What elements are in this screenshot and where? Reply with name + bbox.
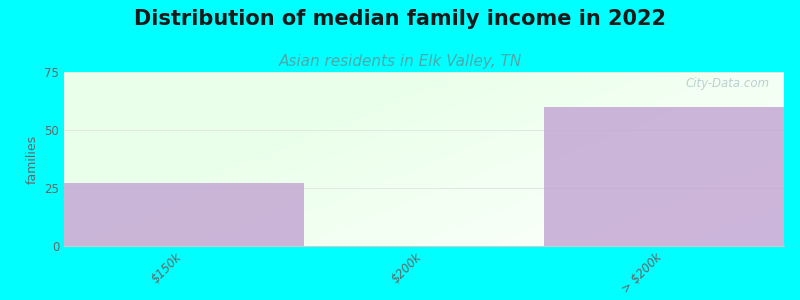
FancyBboxPatch shape — [64, 183, 304, 246]
Text: Distribution of median family income in 2022: Distribution of median family income in … — [134, 9, 666, 29]
Text: City-Data.com: City-Data.com — [686, 77, 770, 90]
Text: Asian residents in Elk Valley, TN: Asian residents in Elk Valley, TN — [278, 54, 522, 69]
FancyBboxPatch shape — [544, 107, 784, 246]
Y-axis label: families: families — [26, 134, 38, 184]
